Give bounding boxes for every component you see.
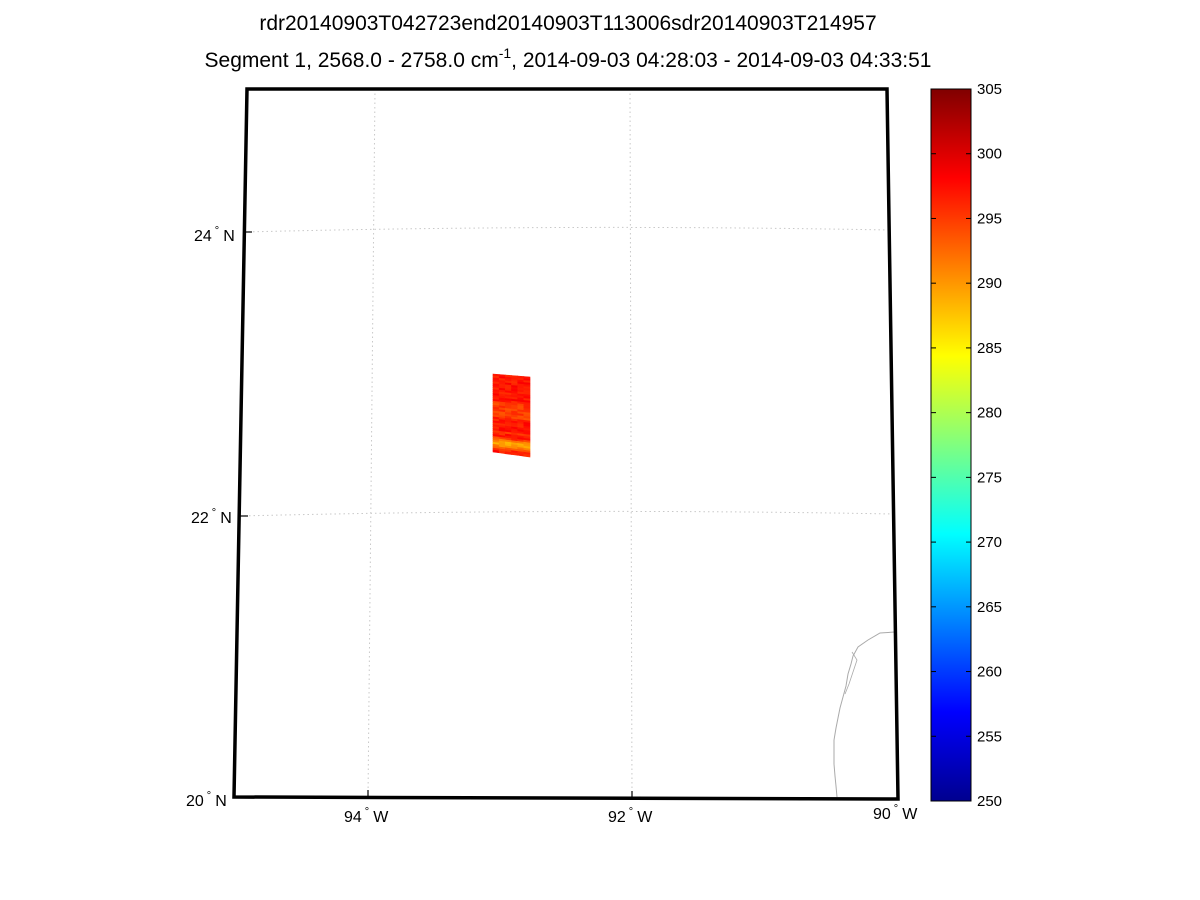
swath-pixel bbox=[492, 449, 500, 454]
colorbar-tick-label: 265 bbox=[977, 599, 1002, 616]
colorbar-tick-label: 260 bbox=[977, 664, 1002, 681]
title-line-2: Segment 1, 2568.0 - 2758.0 cm-1, 2014-09… bbox=[205, 45, 932, 72]
graticule bbox=[239, 88, 894, 800]
colorbar-tick-label: 295 bbox=[977, 210, 1002, 227]
swath-pixel bbox=[504, 451, 512, 455]
map-background bbox=[234, 89, 898, 799]
colorbar-ticks: 305 300 295 290 285 280 275 270 265 260 255 250 bbox=[931, 81, 1002, 810]
meridian-92w bbox=[629, 88, 633, 800]
map-frame bbox=[232, 87, 900, 801]
colorbar-tick-label: 250 bbox=[977, 793, 1002, 810]
map-area bbox=[232, 87, 900, 801]
title-line-2-superscript: -1 bbox=[499, 45, 512, 61]
swath-granule bbox=[492, 373, 531, 458]
lon-label-94w: 94 ° W bbox=[344, 806, 389, 826]
coastline bbox=[833, 631, 896, 798]
lat-labels: 24 ° N 22 ° N 20 ° N bbox=[186, 225, 235, 810]
colorbar-tick-label: 300 bbox=[977, 146, 1002, 163]
lat-label-24n: 24 ° N bbox=[194, 225, 235, 245]
colorbar-tick-label: 275 bbox=[977, 469, 1002, 486]
colorbar-tick-label: 290 bbox=[977, 275, 1002, 292]
colorbar-gradient bbox=[931, 89, 971, 801]
title-line-2-suffix: , 2014-09-03 04:28:03 - 2014-09-03 04:33… bbox=[511, 49, 931, 72]
colorbar-tick-label: 285 bbox=[977, 340, 1002, 357]
lon-label-92w: 92 ° W bbox=[608, 806, 653, 826]
lat-label-20n: 20 ° N bbox=[186, 790, 227, 810]
colorbar-tick-label: 305 bbox=[977, 81, 1002, 98]
colorbar-tick-label: 270 bbox=[977, 534, 1002, 551]
colorbar-frame bbox=[930, 88, 972, 802]
lon-label-90w: 90 ° W bbox=[873, 803, 918, 823]
colorbar: 305 300 295 290 285 280 275 270 265 260 255 250 bbox=[930, 81, 1002, 810]
frame-ticks bbox=[240, 231, 633, 799]
title-line-2-prefix: Segment 1, 2568.0 - 2758.0 cm bbox=[205, 49, 499, 72]
meridian-94w bbox=[367, 88, 376, 799]
colorbar-tick-label: 255 bbox=[977, 728, 1002, 745]
parallel-24n bbox=[243, 226, 890, 233]
title-line-1: rdr20140903T042723end20140903T113006sdr2… bbox=[259, 12, 876, 35]
lat-label-22n: 22 ° N bbox=[191, 507, 232, 527]
swath-pixel bbox=[523, 453, 531, 458]
colorbar-tick-label: 280 bbox=[977, 405, 1002, 422]
coastline-lagoon bbox=[844, 651, 858, 695]
lon-labels: 94 ° W 92 ° W 90 ° W bbox=[344, 803, 918, 826]
